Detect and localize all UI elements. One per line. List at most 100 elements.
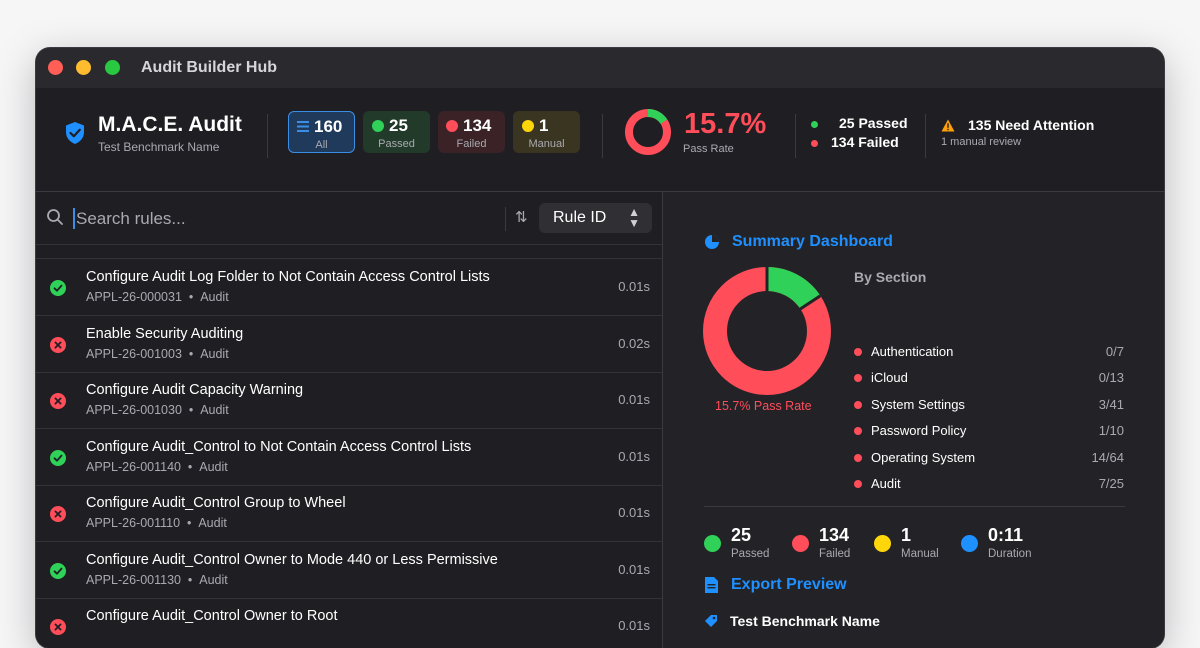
section-name: Authentication [871,344,954,359]
section-name: Operating System [871,450,976,465]
close-window-button[interactable] [48,60,63,75]
failed-legend-dot [811,140,818,147]
section-score: 1/10 [1098,423,1124,438]
section-dot [854,374,862,382]
rule-meta: APPL-26-001130 • Audit [86,573,228,587]
eye-icon [522,120,534,132]
panel-divider [662,192,663,648]
section-score: 0/7 [1105,344,1124,359]
all-label: All [315,139,328,151]
tag-icon [705,615,717,627]
passed-count: 25 [389,116,408,135]
sort-value: Rule ID [553,209,607,226]
rule-title: Configure Audit_Control Owner to Root [86,608,338,624]
failed-label: Failed [456,138,487,150]
rule-meta: APPL-26-001030 • Audit [86,403,229,417]
rule-row[interactable]: Enable Security Auditing APPL-26-001003 … [36,316,662,373]
summary-passed-label: Passed [731,548,770,560]
summary-duration-value: 0:11 [988,525,1024,545]
sort-arrows-icon[interactable]: ⇅ [515,209,528,226]
window-title: Audit Builder Hub [141,59,277,76]
failed-count: 134 [463,116,492,135]
summary-failed-count: 134 [819,525,850,545]
section-row-audit: Audit 7/25 [854,474,1124,494]
attention-count: 135 Need Attention [968,117,1095,133]
pass-rate-label: Pass Rate [683,143,734,155]
section-name: System Settings [871,397,965,412]
passed-legend-dot [811,121,818,128]
rule-title: Configure Audit_Control Group to Wheel [86,495,346,511]
passed-legend: 25 Passed [839,115,908,131]
failed-legend: 134 Failed [831,134,899,150]
section-dot [854,454,862,462]
benchmark-name: Test Benchmark Name [98,140,220,154]
all-count: 160 [314,117,343,136]
summary-dashboard-title: Summary Dashboard [732,233,893,250]
rule-meta: APPL-26-001140 • Audit [86,460,228,474]
rule-title: Configure Audit Capacity Warning [86,382,304,398]
filter-passed-button[interactable]: 25 Passed [363,111,430,153]
rule-title: Configure Audit Log Folder to Not Contai… [86,269,490,285]
pass-rate-value: 15.7% [684,108,767,140]
filter-failed-button[interactable]: 134 Failed [438,111,505,153]
rule-id: APPL-26-001003 [86,347,182,361]
rule-id: APPL-26-001130 [86,573,181,587]
section-row-operating-system: Operating System 14/64 [854,448,1124,468]
rule-title: Enable Security Auditing [86,326,244,342]
section-name: Audit [871,476,901,491]
rule-title: Configure Audit_Control to Not Contain A… [86,439,472,455]
filter-manual-button[interactable]: 1 Manual [513,111,580,153]
section-row-system-settings: System Settings 3/41 [854,395,1124,415]
summary-duration-label: Duration [988,548,1032,560]
eye-icon [874,535,891,552]
list-icon [297,121,309,132]
rule-row[interactable]: Configure Audit_Control Group to Wheel A… [36,485,662,542]
pass-rate-ring [625,109,671,155]
rule-row[interactable]: Configure Audit_Control to Not Contain A… [36,429,662,486]
rule-row[interactable]: Configure Audit_Control Owner to Root 0.… [36,598,662,648]
section-score: 3/41 [1098,397,1124,412]
rule-meta: APPL-26-000031 • Audit [86,290,229,304]
minimize-window-button[interactable] [76,60,91,75]
section-score: 14/64 [1091,450,1124,465]
fail-status-icon [50,337,66,353]
rule-duration: 0.01s [618,279,650,294]
zoom-window-button[interactable] [105,60,120,75]
dashboard-divider [704,506,1125,507]
search-input[interactable] [74,204,498,234]
rule-row[interactable]: Configure Audit Log Folder to Not Contai… [36,259,662,316]
section-dot [854,480,862,488]
section-row-authentication: Authentication 0/7 [854,342,1124,362]
rule-meta: APPL-26-001003 • Audit [86,347,229,361]
search-divider [505,207,506,231]
rule-duration: 0.01s [618,392,650,407]
clock-icon [961,535,978,552]
summary-passed-count: 25 [731,525,752,545]
filter-all-button[interactable]: 160 All [288,111,355,153]
donut-caption: 15.7% Pass Rate [715,399,812,413]
rule-section: Audit [200,347,229,361]
pass-status-icon [50,450,66,466]
shield-icon [66,122,84,144]
manual-count: 1 [539,116,549,135]
rule-meta: APPL-26-001110 • Audit [86,516,227,530]
rule-id: APPL-26-001110 [86,516,181,530]
summary-failed-label: Failed [819,548,851,560]
rule-row[interactable]: Configure Audit_Control Owner to Mode 44… [36,542,662,599]
export-preview-title: Export Preview [731,576,847,593]
rule-section: Audit [199,573,228,587]
warning-icon [941,119,955,132]
check-circle-icon [704,535,721,552]
chevron-updown-icon: ▲ ▼ [628,205,640,230]
rule-section: Audit [200,403,229,417]
sort-select[interactable]: Rule ID ▲ ▼ [539,203,652,233]
section-dot [854,348,862,356]
section-score: 7/25 [1098,476,1124,491]
rule-duration: 0.01s [618,505,650,520]
header-divider [925,114,926,158]
rule-row[interactable]: Configure Audit Capacity Warning APPL-26… [36,372,662,429]
section-row-password-policy: Password Policy 1/10 [854,421,1124,441]
check-circle-icon [372,120,384,132]
rule-duration: 0.01s [618,618,650,633]
search-bar: ⇅ Rule ID ▲▼ [36,192,662,245]
